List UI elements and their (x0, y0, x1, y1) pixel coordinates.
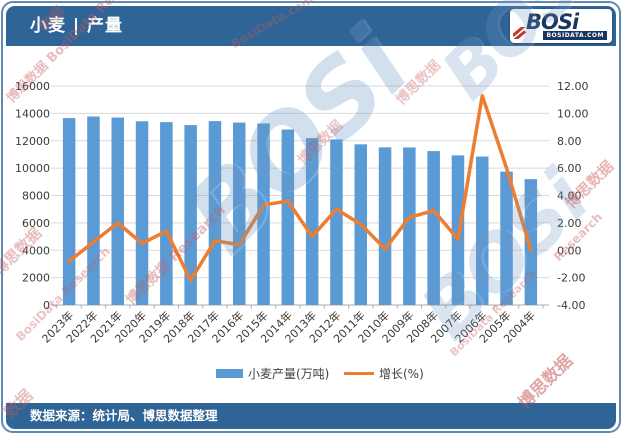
logo-stripes-icon (513, 27, 527, 39)
bar-2015年 (257, 123, 270, 305)
bar-2006年 (476, 156, 489, 305)
bar-2020年 (135, 121, 149, 305)
bars-series (62, 116, 538, 306)
bar-2010年 (378, 147, 392, 305)
combo-chart: 0 2000 4000 6000 8000 10000 12000 14000 16000 -4.… (15, 80, 589, 381)
legend-bar-label: 小麦产量(万吨) (248, 367, 329, 381)
bar-2009年 (403, 147, 416, 305)
bar-2016年 (233, 122, 246, 305)
y-left-tick-label: 10000 (15, 162, 50, 175)
bar-2013年 (305, 138, 319, 305)
bar-2014年 (281, 129, 295, 305)
footer-bar: 数据来源：统计局、博思数据整理 (6, 403, 616, 429)
bar-2008年 (427, 151, 440, 305)
bar-2023年 (62, 118, 76, 305)
bar-2022年 (87, 116, 100, 305)
y-right-tick-label: 4.00 (557, 190, 582, 203)
y-left-tick-label: 4000 (22, 244, 50, 257)
bar-2018年 (184, 125, 197, 306)
y-left-tick-label: 0 (43, 299, 50, 312)
y-left-tick-label: 14000 (15, 107, 50, 120)
y-right-tick-label: -4.00 (557, 299, 585, 312)
y-right-tick-label: 2.00 (557, 217, 582, 230)
logo-wordmark: BOSi (526, 10, 579, 34)
y-left-tick-label: 12000 (15, 135, 50, 148)
bar-2017年 (208, 121, 222, 306)
bar-2012年 (330, 139, 343, 305)
y-left-tick-label: 16000 (15, 80, 50, 93)
y-right-tick-label: 12.00 (557, 80, 589, 93)
page-title: 小麦 | 产量 (30, 16, 124, 36)
y-left-tick-label: 8000 (22, 190, 50, 203)
y-right-tick-label: 10.00 (557, 107, 589, 120)
y-right-tick-label: 8.00 (557, 135, 582, 148)
y-left-tick-label: 2000 (22, 272, 50, 285)
header-bar: 小麦 | 产量 BOSi BOSIDATA.COM (6, 6, 616, 46)
bar-2004年 (524, 179, 538, 305)
gridlines (51, 85, 549, 306)
bar-2005年 (500, 171, 513, 305)
y-left-tick-label: 6000 (22, 217, 50, 230)
y-right-tick-label: 0.00 (557, 244, 582, 257)
y-right-tick-label: 6.00 (557, 162, 582, 175)
legend: 小麦产量(万吨) 增长(%) (216, 367, 424, 381)
x-axis (56, 305, 544, 309)
bar-2019年 (160, 122, 173, 305)
logo-domain: BOSIDATA.COM (543, 31, 607, 40)
growth-line (67, 93, 533, 283)
data-source-text: 数据来源：统计局、博思数据整理 (30, 408, 218, 423)
legend-line-label: 增长(%) (379, 367, 424, 381)
bar-2021年 (111, 117, 124, 306)
legend-bar-swatch (216, 369, 243, 378)
bosi-logo: BOSi BOSIDATA.COM (510, 9, 612, 43)
y-right-tick-label: -2.00 (557, 272, 585, 285)
